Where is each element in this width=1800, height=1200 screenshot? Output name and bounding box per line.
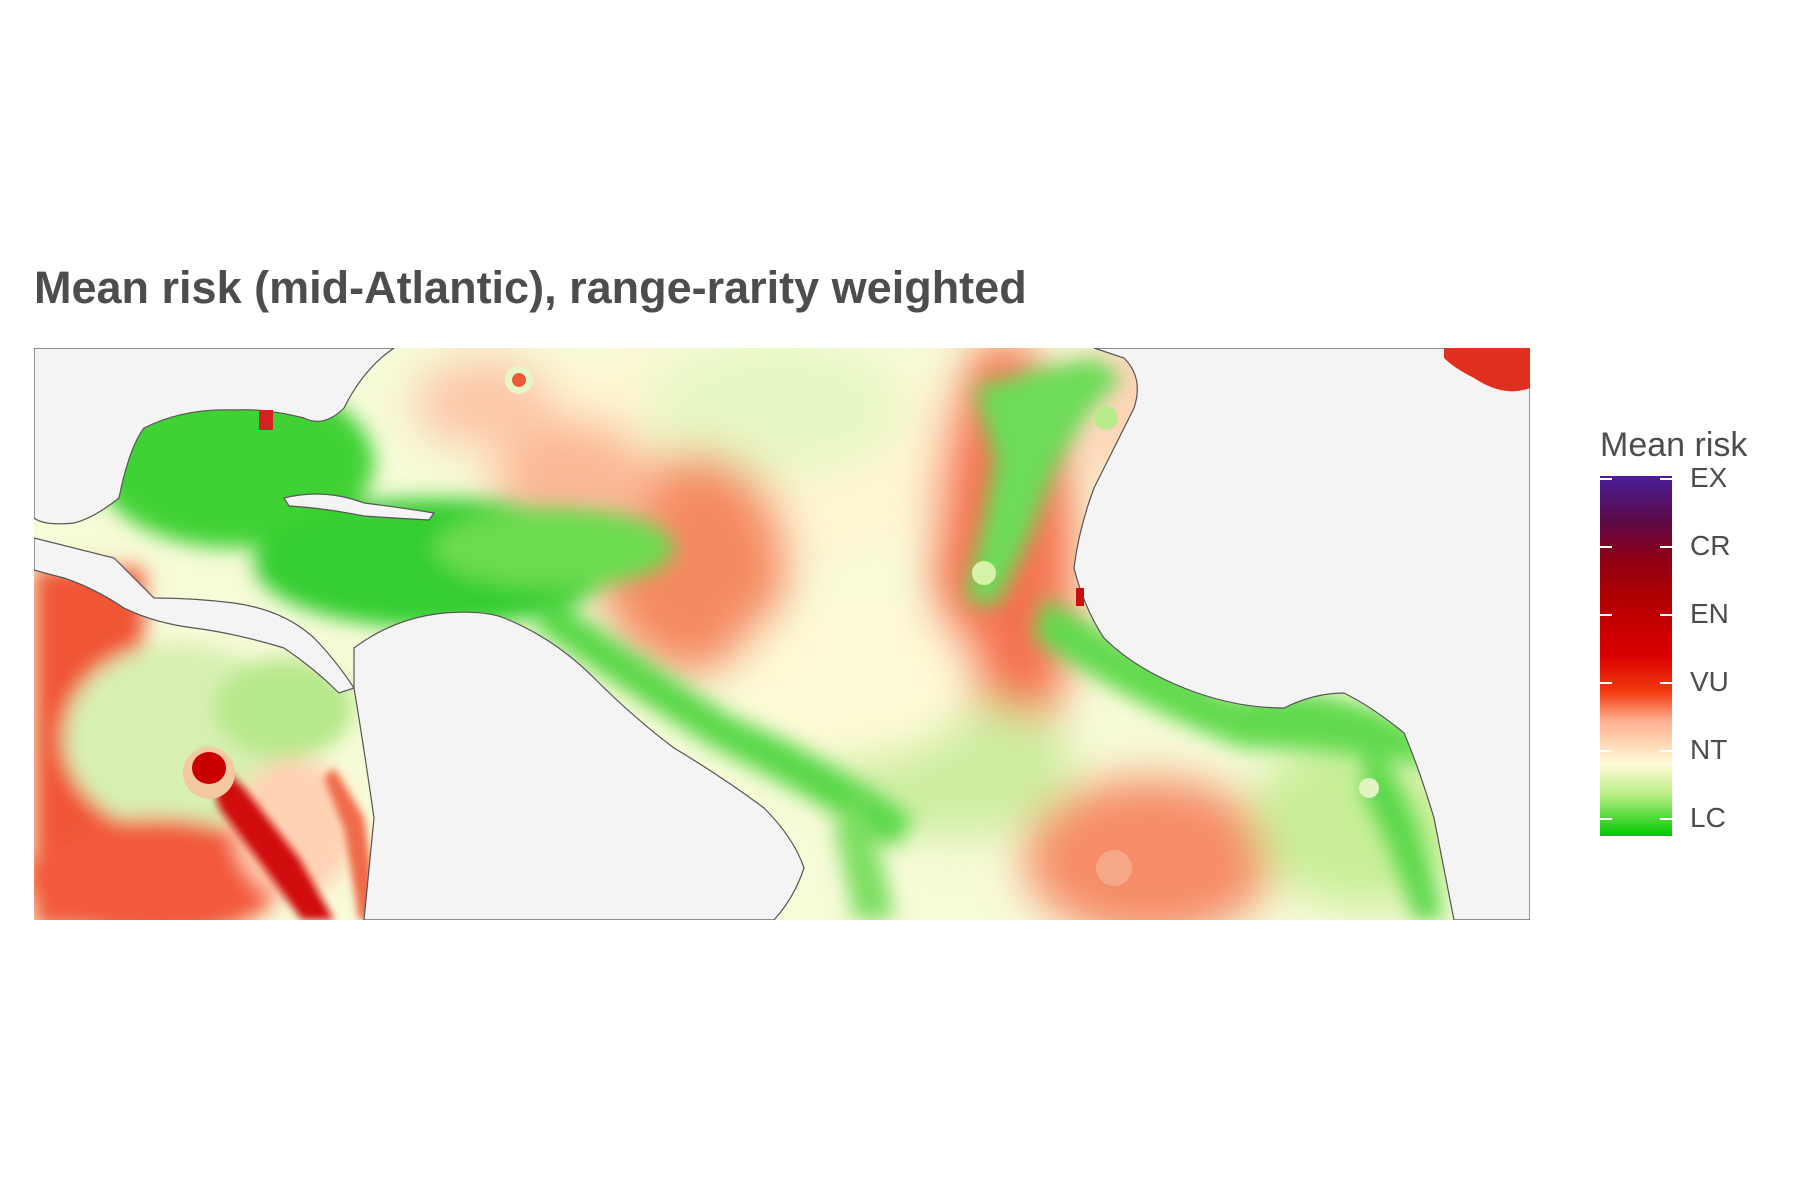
land-cuba: [283, 493, 436, 521]
zone-ne-atlantic-shelf: [1034, 598, 1434, 768]
legend-tick-left: [1600, 478, 1612, 480]
legend-tick-right: [1660, 478, 1672, 480]
map-legend: Mean risk EX CR EN VU NT LC: [1598, 420, 1788, 840]
legend-tick-left: [1600, 614, 1612, 616]
zone-nt-northwest: [414, 358, 554, 448]
legend-label-nt: NT: [1690, 734, 1728, 765]
zone-pacific-south-red: [34, 818, 284, 920]
coast-red-canary: [1076, 588, 1084, 606]
zone-green-north: [644, 348, 904, 478]
land-north-america: [34, 348, 396, 525]
risk-map: [34, 348, 1530, 920]
land-africa: [1073, 348, 1530, 920]
legend-tick-left: [1600, 546, 1612, 548]
legend-tick-right: [1660, 750, 1672, 752]
zone-caribbean-belt: [434, 508, 674, 588]
island-canaries: [972, 561, 996, 585]
zone-pacific-green2: [214, 658, 354, 758]
zone-east-us-shelf: [964, 358, 1124, 608]
legend-label-ex: EX: [1690, 462, 1728, 493]
legend-label-vu: VU: [1690, 666, 1729, 697]
island-st-helena-ring: [1096, 850, 1132, 886]
zone-pacific-coast-stripe: [324, 768, 379, 920]
map-title: Mean risk (mid-Atlantic), range-rarity w…: [34, 262, 1027, 313]
legend-tick-left: [1600, 682, 1612, 684]
legend-tick-right: [1660, 614, 1672, 616]
land-south-america: [353, 611, 805, 920]
legend-tick-left: [1600, 750, 1612, 752]
zone-vu-south: [1024, 778, 1274, 920]
legend-tick-right: [1660, 818, 1672, 820]
island-cape-verde: [1359, 778, 1379, 798]
legend-tick-right: [1660, 682, 1672, 684]
island-azores: [512, 373, 526, 387]
zone-galapagos-stripe: [204, 748, 334, 920]
zone-nt-mid: [734, 598, 974, 758]
legend-label-en: EN: [1690, 598, 1729, 629]
zone-sa-north-shelf: [534, 598, 914, 848]
island-bermuda: [1094, 406, 1118, 430]
coast-red-gulf: [259, 410, 273, 430]
legend-tick-right: [1660, 546, 1672, 548]
legend-color-bar: [1600, 476, 1672, 836]
land-central-america: [34, 537, 355, 694]
legend-title: Mean risk: [1600, 426, 1748, 464]
zone-south-green: [834, 798, 894, 920]
legend-label-cr: CR: [1690, 530, 1731, 561]
zone-africa-shelf: [1364, 738, 1444, 920]
island-galapagos: [192, 752, 226, 784]
legend-tick-left: [1600, 818, 1612, 820]
coast-red-northeast: [1444, 348, 1530, 392]
legend-label-lc: LC: [1690, 802, 1726, 833]
